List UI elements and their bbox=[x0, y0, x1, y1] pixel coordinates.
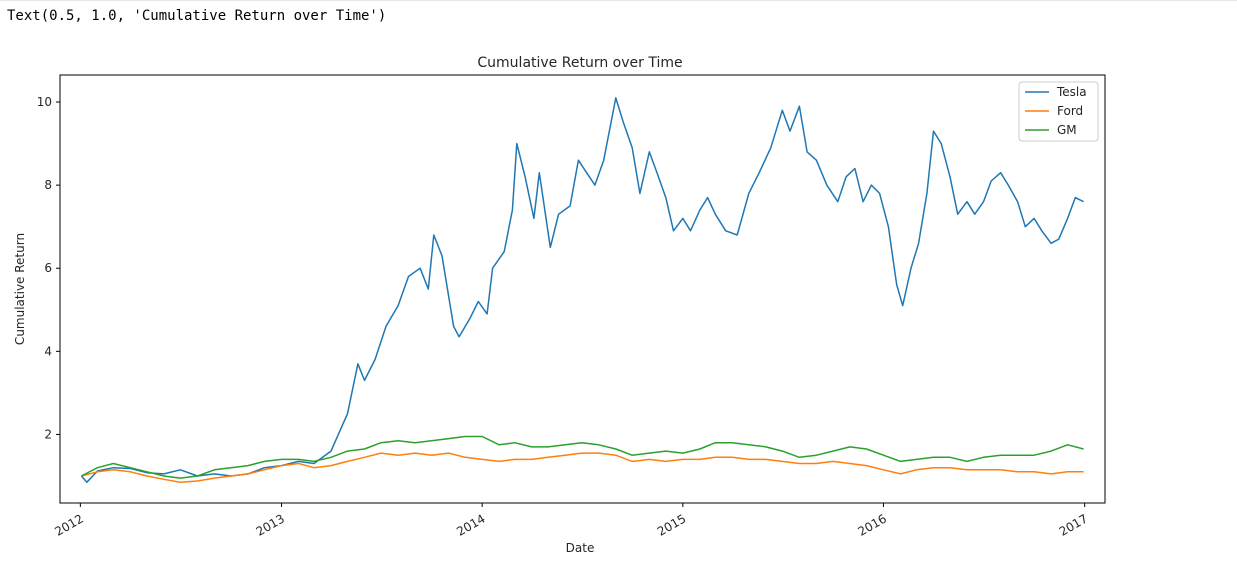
y-tick-label: 2 bbox=[44, 427, 52, 441]
y-tick-label: 8 bbox=[44, 178, 52, 192]
x-tick-label: 2016 bbox=[856, 511, 889, 538]
x-tick-label: 2013 bbox=[254, 511, 287, 538]
y-tick-label: 6 bbox=[44, 261, 52, 275]
axes-frame bbox=[59, 74, 1106, 504]
legend-label-gm: GM bbox=[1057, 123, 1077, 137]
x-axis-label: Date bbox=[566, 541, 595, 555]
plot-area: 2 4 6 8 10 2012 2013 2014 2015 2016 2017 Tesla Ford G… bbox=[37, 74, 1106, 539]
cell-output-text: Text(0.5, 1.0, 'Cumulative Return over T… bbox=[7, 8, 387, 24]
legend-label-tesla: Tesla bbox=[1056, 85, 1087, 99]
series-line-gm bbox=[81, 435, 1084, 479]
legend-label-ford: Ford bbox=[1057, 104, 1083, 118]
series-line-tesla bbox=[80, 97, 1084, 483]
x-tick-label: 2012 bbox=[52, 511, 85, 538]
y-tick-label: 4 bbox=[44, 344, 52, 358]
chart-title: Cumulative Return over Time bbox=[477, 55, 682, 71]
y-axis-label: Cumulative Return bbox=[13, 233, 27, 345]
legend-box bbox=[1018, 81, 1099, 142]
x-tick-label: 2014 bbox=[454, 511, 487, 538]
x-tick-label: 2015 bbox=[655, 511, 688, 538]
x-tick-label: 2017 bbox=[1057, 511, 1090, 538]
series-line-ford bbox=[81, 452, 1084, 483]
cell-divider bbox=[0, 0, 1237, 1]
y-tick-label: 10 bbox=[37, 95, 52, 109]
